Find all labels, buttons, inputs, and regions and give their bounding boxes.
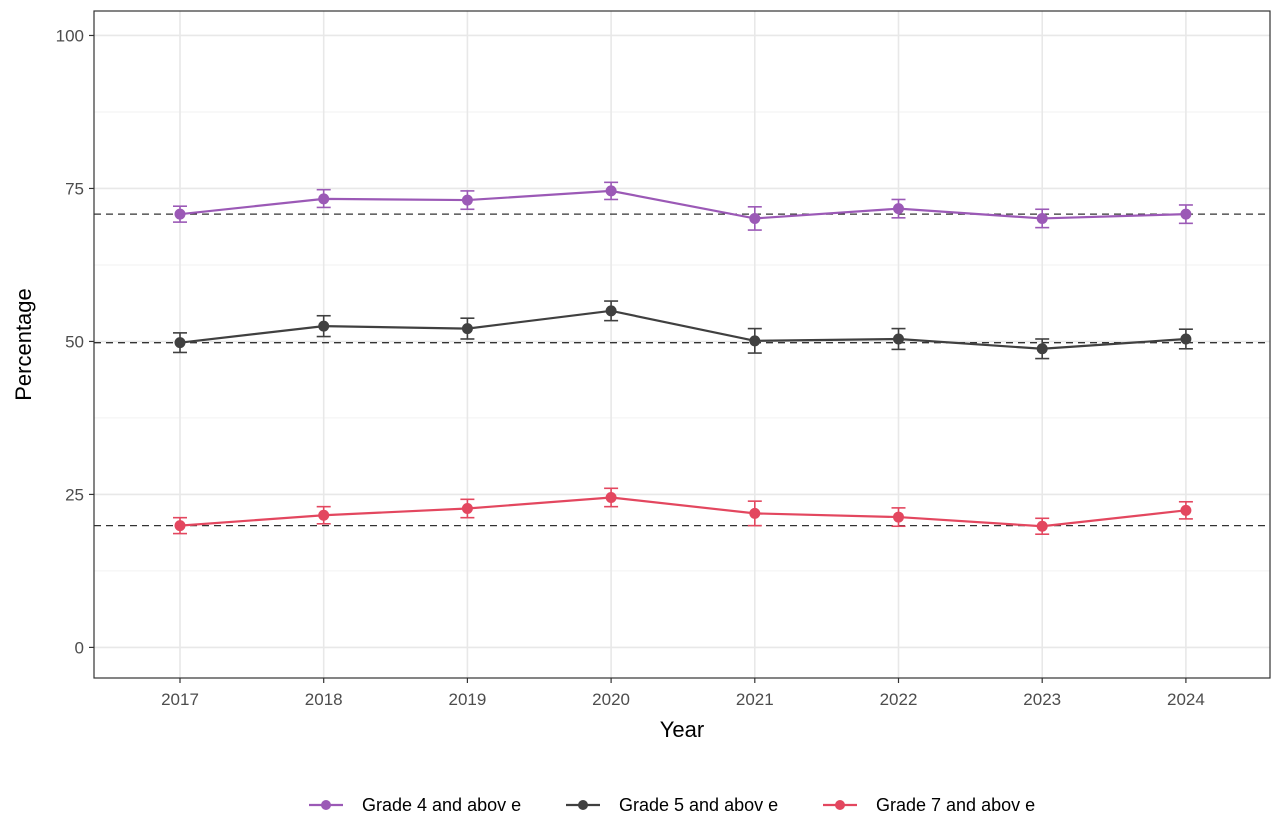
x-tick-label: 2018 — [305, 690, 343, 709]
plot-panel-border — [93, 10, 1271, 679]
data-point — [461, 194, 473, 206]
series-1 — [173, 181, 1193, 231]
minor-gridlines — [94, 111, 1270, 572]
data-point — [174, 208, 186, 220]
legend-item-2: Grade 5 and abov e — [566, 795, 778, 815]
x-tick-label: 2020 — [592, 690, 630, 709]
y-tick-label: 100 — [56, 26, 84, 45]
legend-label: Grade 5 and abov e — [619, 795, 778, 815]
x-tick-label: 2021 — [736, 690, 774, 709]
data-point — [605, 491, 617, 503]
series-line — [179, 189, 1186, 220]
legend-item-1: Grade 4 and abov e — [309, 795, 521, 815]
data-point — [605, 185, 617, 197]
series-line — [179, 496, 1187, 528]
data-point — [174, 337, 186, 349]
data-point — [318, 320, 330, 332]
series-line — [179, 309, 1186, 350]
data-point — [1180, 504, 1192, 516]
y-tick-label: 50 — [65, 332, 84, 351]
y-axis-ticks: 0 25 50 75 100 — [56, 26, 94, 657]
data-point — [749, 212, 761, 224]
legend-item-3: Grade 7 and abov e — [823, 795, 1035, 815]
legend-label: Grade 4 and abov e — [362, 795, 521, 815]
series-2 — [173, 300, 1193, 360]
legend-key-point — [835, 800, 845, 810]
y-tick-label: 25 — [65, 485, 84, 504]
data-point — [461, 502, 473, 514]
data-point — [318, 193, 330, 205]
data-point — [605, 305, 617, 317]
data-point — [318, 509, 330, 521]
legend-key-point — [321, 800, 331, 810]
legend-label: Grade 7 and abov e — [876, 795, 1035, 815]
legend-key-point — [578, 800, 588, 810]
data-point — [174, 520, 186, 532]
series-3 — [173, 487, 1193, 535]
reference-lines — [94, 213, 1270, 527]
y-axis-title: Percentage — [11, 288, 36, 401]
x-tick-label: 2017 — [161, 690, 199, 709]
x-tick-label: 2019 — [448, 690, 486, 709]
data-point — [893, 511, 904, 523]
data-point — [1036, 212, 1048, 224]
data-point — [1180, 333, 1192, 345]
data-point — [893, 333, 904, 345]
data-point — [461, 323, 473, 335]
x-axis-title: Year — [660, 717, 704, 742]
y-tick-label: 75 — [65, 179, 84, 198]
x-tick-label: 2024 — [1167, 690, 1205, 709]
x-tick-label: 2022 — [880, 690, 918, 709]
data-point — [749, 507, 761, 519]
x-axis-ticks: 2017 2018 2019 2020 2021 2022 2023 2024 — [161, 678, 1205, 709]
data-point — [1036, 520, 1048, 532]
data-point — [893, 203, 904, 215]
data-point — [1036, 343, 1048, 355]
y-tick-label: 0 — [75, 638, 84, 657]
data-point — [1180, 208, 1192, 220]
series-layer — [173, 181, 1193, 535]
data-point — [749, 335, 761, 347]
legend: Grade 4 and abov e Grade 5 and abov e Grad… — [309, 795, 1035, 815]
x-tick-label: 2023 — [1023, 690, 1061, 709]
